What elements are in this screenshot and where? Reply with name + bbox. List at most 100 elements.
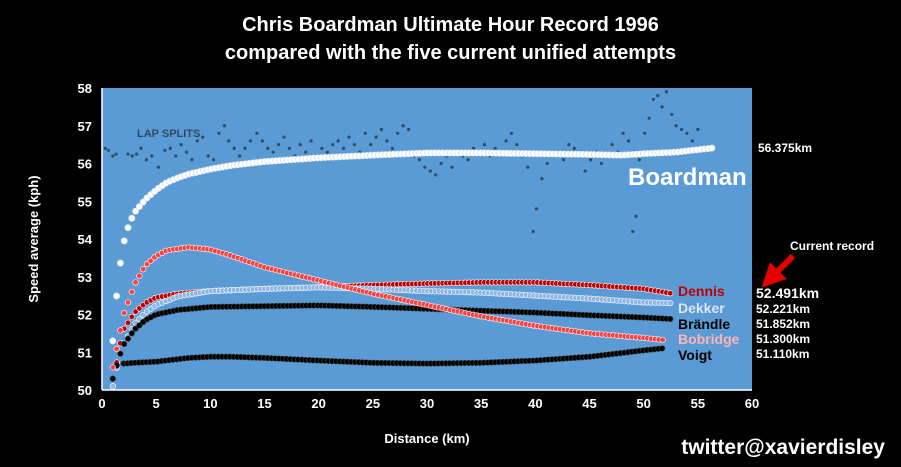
series-boardman — [109, 144, 716, 345]
lap-split-point — [237, 154, 242, 158]
lap-split-point — [634, 214, 638, 218]
lap-split-point — [439, 161, 443, 166]
lap-split-point — [217, 131, 221, 135]
series-point — [113, 292, 121, 300]
lap-splits-label: LAP SPLITS — [137, 128, 200, 140]
x-tick-label: 40 — [528, 396, 542, 411]
y-tick-label: 51 — [78, 345, 92, 360]
series-point — [708, 144, 716, 152]
lap-split-point — [336, 139, 340, 143]
lap-split-point — [374, 135, 378, 139]
series-point — [659, 336, 666, 343]
series-point — [128, 288, 135, 295]
series-point — [117, 327, 124, 334]
series-point — [132, 279, 139, 286]
lap-split-point — [396, 131, 400, 135]
series-bobridge — [109, 244, 666, 371]
lap-split-point — [696, 127, 700, 132]
series-point — [109, 364, 116, 371]
lap-split-point — [260, 139, 264, 143]
labels-layer: Boardman 56.375km Dennis 52.491km Dekker 52.2… — [137, 128, 874, 363]
lap-split-point — [664, 90, 669, 94]
y-axis-label: Speed average (kph) — [26, 175, 41, 302]
lap-split-point — [493, 146, 497, 150]
y-tick-label: 56 — [78, 157, 92, 172]
x-tick-label: 10 — [203, 396, 217, 411]
series-layer — [109, 144, 716, 390]
x-tick-label: 35 — [474, 396, 488, 411]
lap-split-point — [647, 116, 651, 120]
series-name-label: Dennis — [678, 283, 725, 299]
y-tick-label: 54 — [78, 232, 93, 247]
chart-title-line-1: Chris Boardman Ultimate Hour Record 1996 — [242, 14, 659, 36]
series-point — [667, 300, 674, 307]
lap-split-point — [352, 143, 357, 147]
lap-split-point — [545, 161, 549, 166]
lap-split-point — [179, 143, 183, 147]
lap-split-point — [347, 135, 351, 139]
final-value-label: 56.375km — [758, 141, 812, 155]
y-tick-label: 57 — [78, 119, 92, 134]
lap-split-point — [509, 131, 514, 135]
y-tick-label: 52 — [78, 308, 92, 323]
lap-split-point — [599, 161, 604, 166]
series-voigt — [120, 345, 666, 367]
lap-split-point — [526, 165, 530, 169]
lap-split-point — [660, 105, 664, 109]
lap-split-point — [184, 150, 189, 154]
lap-split-point — [515, 143, 519, 147]
series-point — [113, 345, 120, 352]
x-tick-label: 25 — [366, 396, 380, 411]
series-name-label: Voigt — [678, 347, 712, 363]
series-br-ndle — [109, 302, 674, 382]
series-point — [128, 313, 135, 320]
series-point — [135, 203, 143, 211]
lap-split-point — [114, 152, 118, 156]
x-tick-label: 60 — [745, 396, 759, 411]
series-point — [124, 299, 132, 306]
series-name-label: Brändle — [678, 316, 730, 332]
lap-split-point — [111, 154, 115, 158]
series-point — [667, 290, 674, 297]
lap-split-point — [304, 150, 308, 154]
series-point — [121, 340, 128, 348]
lap-split-point — [631, 229, 635, 234]
lap-split-point — [243, 146, 247, 150]
lap-split-point — [482, 143, 487, 147]
lap-split-point — [298, 143, 302, 147]
lap-split-point — [130, 154, 134, 158]
lap-split-point — [466, 158, 470, 162]
lap-split-point — [232, 146, 236, 150]
lap-split-point — [190, 158, 194, 162]
y-tick-label: 55 — [78, 194, 92, 209]
lap-split-point — [206, 154, 210, 158]
current-record-arrow — [761, 253, 796, 288]
series-point — [124, 224, 132, 232]
lap-split-point — [276, 143, 281, 147]
lap-split-point — [103, 146, 107, 150]
x-tick-label: 30 — [420, 396, 434, 411]
lap-split-point — [168, 146, 172, 150]
series-point — [109, 375, 116, 382]
lap-split-point — [248, 139, 253, 143]
y-tick-label: 58 — [78, 81, 92, 96]
series-point — [120, 237, 128, 245]
lap-split-point — [156, 165, 160, 169]
lap-split-point — [504, 139, 508, 143]
lap-split-point — [201, 135, 205, 139]
lap-split-point — [540, 177, 544, 181]
final-value-label: 51.852km — [756, 317, 810, 331]
boardman-series-label: Boardman — [628, 164, 747, 191]
lap-split-point — [390, 146, 394, 150]
series-point — [128, 330, 135, 337]
twitter-credit: twitter@xavierdisley — [681, 436, 885, 459]
series-point — [128, 214, 136, 222]
lap-split-point — [406, 127, 411, 132]
current-record-label: Current record — [790, 239, 874, 253]
lap-split-point — [685, 131, 689, 135]
lap-split-point — [626, 139, 631, 143]
lap-split-point — [572, 146, 576, 150]
series-name-label: Bobridge — [678, 331, 740, 347]
lap-split-point — [651, 97, 656, 101]
